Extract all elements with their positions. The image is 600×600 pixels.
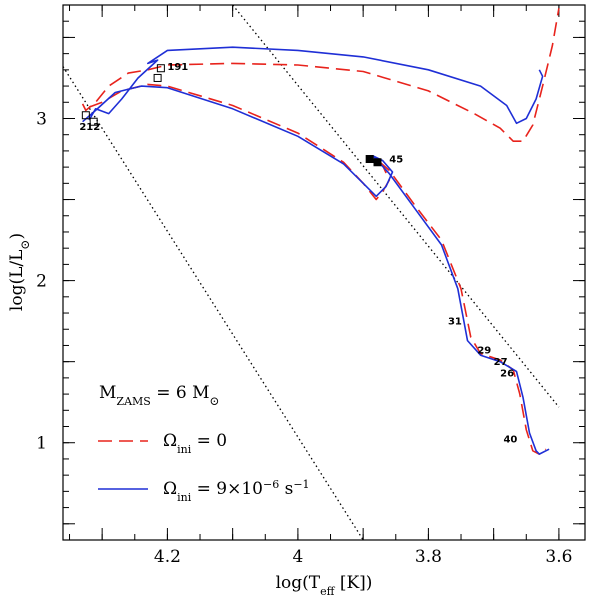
legend-mass-sub: ZAMS bbox=[116, 395, 150, 408]
y-tick-label: 1 bbox=[36, 434, 47, 454]
point-label: 27 bbox=[494, 357, 508, 368]
dotted-lines bbox=[63, 5, 560, 540]
legend-label-0-sub: ini bbox=[177, 443, 192, 456]
legend-label-1-tail: = 9×10 bbox=[191, 479, 263, 499]
x-axis-label-tail: [K]) bbox=[334, 573, 372, 593]
dotted-reference-line bbox=[63, 66, 364, 540]
y-axis-label-main: log(L/L bbox=[7, 250, 27, 312]
legend-label-0-tail: = 0 bbox=[191, 431, 227, 451]
point-label: 31 bbox=[448, 316, 462, 327]
legend-mass-main: M bbox=[99, 383, 116, 403]
x-axis-label: log(Teff [K]) bbox=[276, 573, 373, 598]
legend-label-1-main: Ω bbox=[163, 479, 177, 499]
tick-labels: 4.2 4 3.8 3.6 1 2 3 bbox=[36, 109, 572, 567]
open-square-marker bbox=[156, 64, 165, 73]
y-tick-label: 3 bbox=[36, 109, 47, 129]
point-label: 26 bbox=[500, 368, 514, 379]
x-tick-label: 3.8 bbox=[415, 547, 442, 567]
legend: MZAMS = 6 M⊙ Ωini = 0 Ωini = 9×10−6 s−1 bbox=[98, 383, 310, 504]
open-square-marker bbox=[81, 111, 90, 120]
dotted-reference-line bbox=[232, 5, 560, 408]
plot-frame bbox=[62, 4, 586, 541]
point-label: 40 bbox=[503, 435, 517, 446]
legend-label-rotating: Ωini = 9×10−6 s−1 bbox=[163, 478, 310, 504]
legend-label-nonrotating: Ωini = 0 bbox=[163, 431, 227, 456]
x-axis-label-main: log(T bbox=[276, 573, 321, 593]
x-tick-label: 4 bbox=[292, 547, 303, 567]
open-square-marker bbox=[153, 73, 162, 82]
legend-label-1-sup: −6 bbox=[263, 478, 279, 491]
y-axis-label-tail: ) bbox=[7, 233, 27, 240]
track-rotating bbox=[88, 46, 544, 125]
point-label: 212 bbox=[79, 122, 100, 133]
y-tick-label: 2 bbox=[36, 272, 47, 292]
point-label: 191 bbox=[167, 62, 188, 73]
axis-ticks bbox=[63, 5, 585, 540]
track-nonrotating bbox=[88, 83, 547, 455]
legend-mass-sun: ⊙ bbox=[210, 394, 220, 408]
x-tick-label: 3.6 bbox=[545, 547, 572, 567]
legend-label-1-unit: s bbox=[279, 479, 293, 499]
point-label: 45 bbox=[389, 154, 403, 165]
legend-label-1-sup2: −1 bbox=[293, 478, 309, 491]
x-tick-label: 4.2 bbox=[154, 547, 181, 567]
legend-mass: MZAMS = 6 M⊙ bbox=[99, 383, 220, 408]
y-axis-label-sun: ⊙ bbox=[18, 240, 32, 250]
legend-label-1-sub: ini bbox=[177, 491, 192, 504]
track-nonrotating bbox=[81, 8, 560, 142]
point-label: 29 bbox=[477, 346, 491, 357]
open-square-marker bbox=[89, 117, 98, 126]
x-axis-label-sub: eff bbox=[320, 585, 336, 598]
filled-square-marker bbox=[373, 158, 382, 167]
track-markers bbox=[81, 64, 382, 167]
legend-mass-value: = 6 M bbox=[151, 383, 210, 403]
filled-square-marker bbox=[365, 155, 374, 164]
y-axis-label: log(L/L⊙) bbox=[7, 233, 32, 311]
legend-label-0-main: Ω bbox=[163, 431, 177, 451]
